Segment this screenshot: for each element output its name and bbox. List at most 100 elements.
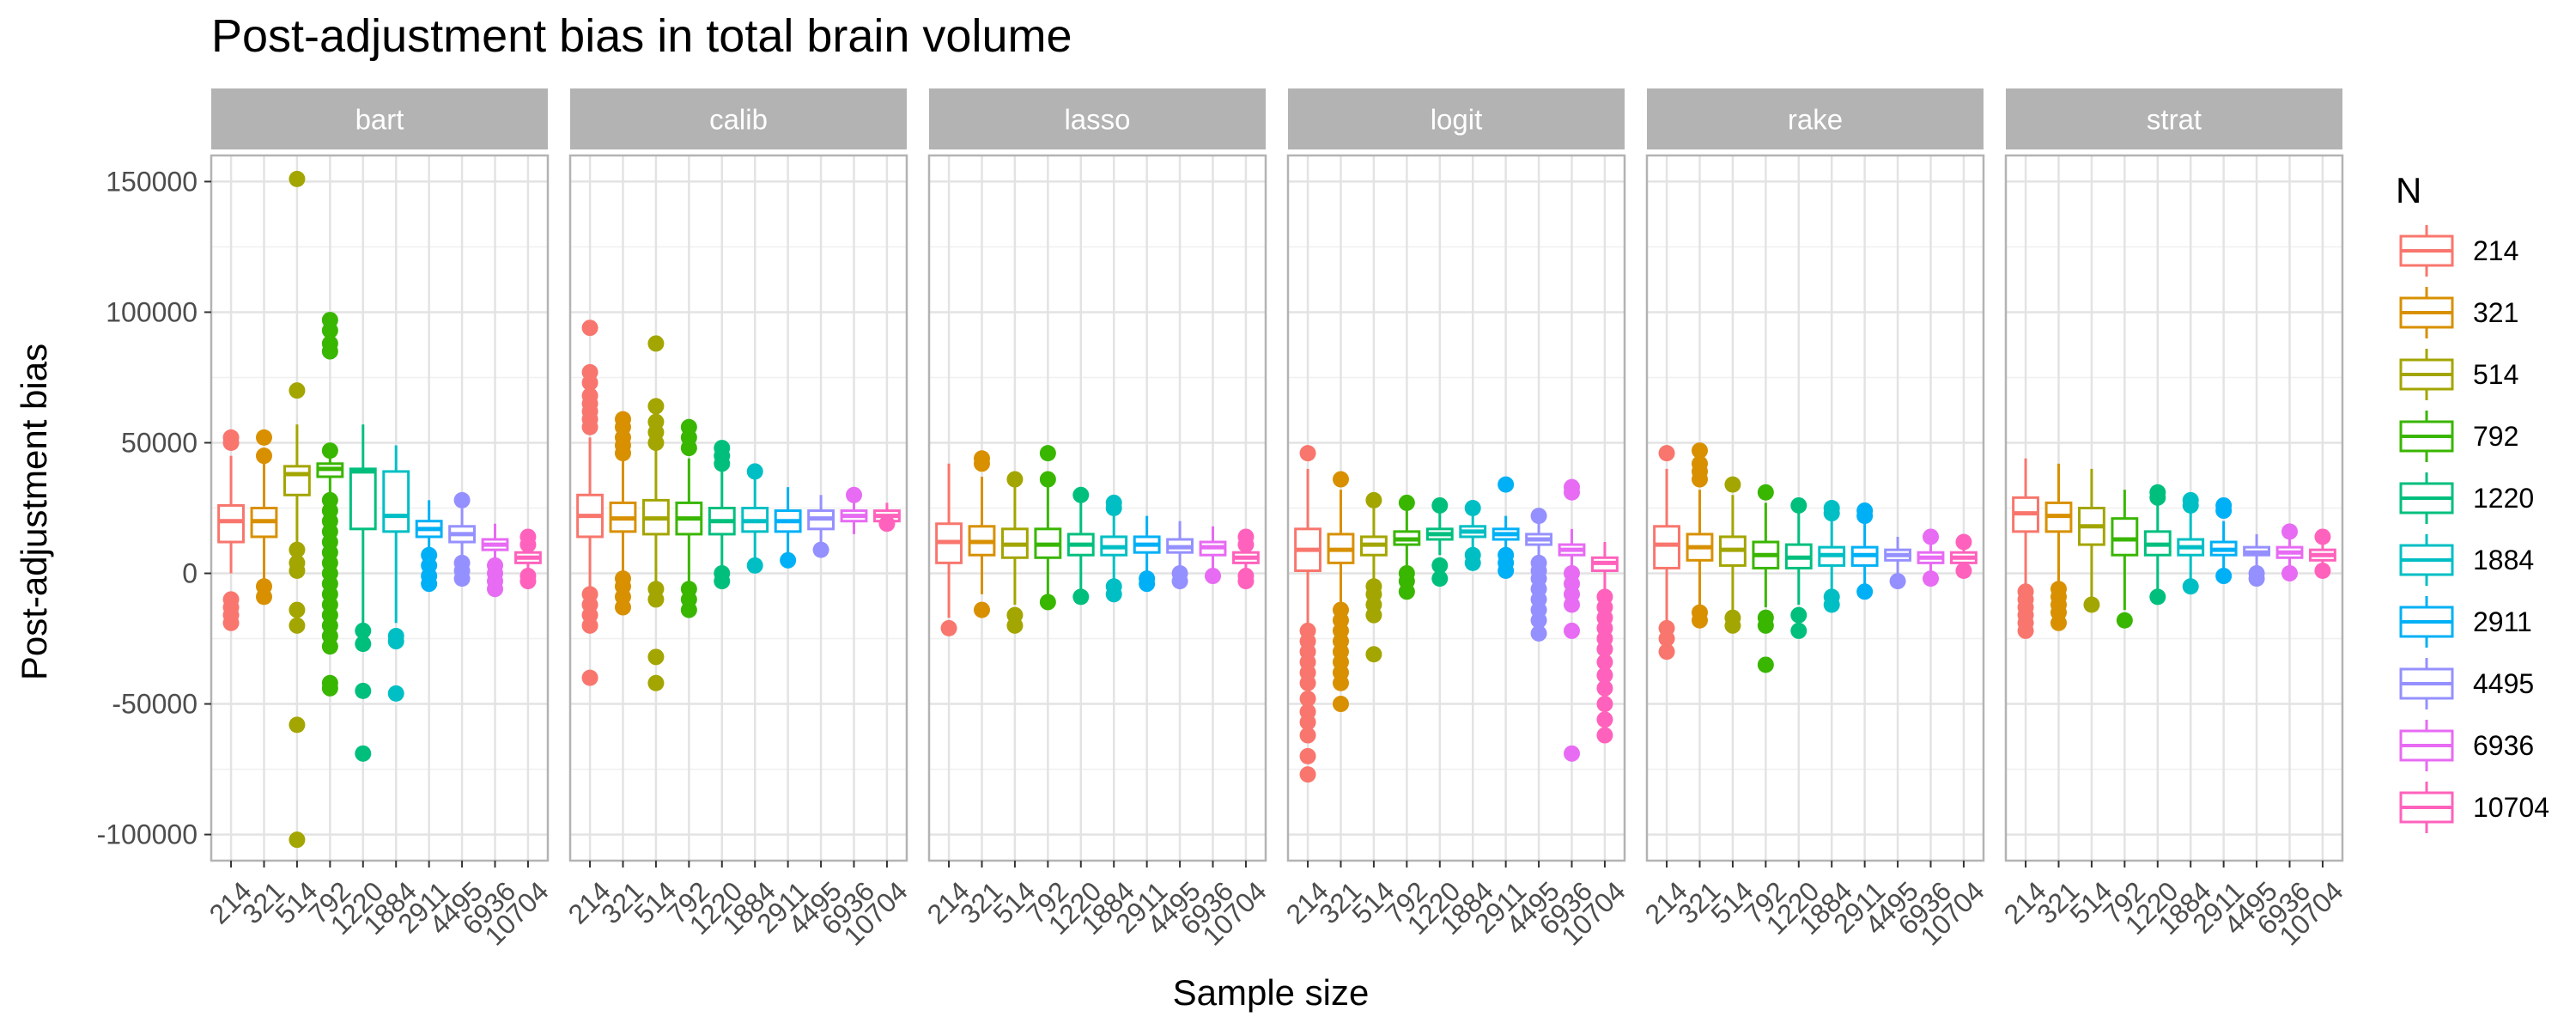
outlier-point [1923,570,1940,588]
box-rake-514 [1719,476,1747,634]
box-lasso-321 [968,450,996,618]
box-strat-321 [2044,463,2073,631]
outlier-point [714,455,731,472]
facet-strip [1647,88,1984,149]
legend-key-4495: 4495 [2399,658,2534,709]
box-logit-6936 [1558,478,1586,762]
box-lasso-4495 [1166,521,1194,590]
box-body [2111,517,2139,557]
outlier-point [2149,588,2166,606]
outlier-point [1105,500,1122,516]
facet-strip-label: calib [709,104,768,136]
outlier-point [1498,562,1515,579]
outlier-point [1724,476,1741,493]
outlier-point [1431,557,1449,574]
facet-panel-rake: rake 214321514792122018842911449569361070… [1639,88,1990,952]
box-rake-6936 [1917,528,1945,588]
legend-label: 10704 [2473,792,2549,823]
box-calib-6936 [840,486,868,534]
outlier-point [1365,646,1382,663]
outlier-point [1139,575,1156,593]
outlier-point [1299,714,1316,731]
outlier-point [647,648,665,666]
outlier-point [1596,679,1613,697]
box-lasso-1884 [1100,494,1128,603]
box-logit-514 [1360,491,1388,663]
outlier-point [1955,562,1972,579]
facet-strip-label: rake [1788,104,1843,136]
outlier-point [255,588,272,606]
legend-key-514: 514 [2399,349,2518,400]
outlier-point [1691,442,1708,460]
outlier-point [387,633,404,650]
box-rake-1220 [1784,496,1813,639]
outlier-point [812,541,829,558]
box-body [283,465,311,496]
outlier-point [2281,565,2299,582]
outlier-point [1596,654,1613,671]
facet-panel-bart: bart 214321514792122018842911449569361070… [204,88,555,952]
outlier-point [255,429,272,446]
box-calib-1884 [741,463,769,574]
box-lasso-1220 [1066,486,1095,606]
outlier-point [1299,747,1316,764]
box-strat-792 [2111,490,2139,629]
outlier-point [2149,489,2166,506]
outlier-point [1498,476,1515,493]
box-body [382,470,410,533]
outlier-point [487,581,504,598]
legend-key-792: 792 [2399,411,2518,462]
outlier-point [647,674,665,691]
box-logit-1220 [1425,496,1454,588]
panel-border [568,154,908,862]
facet-strip [570,88,907,149]
outlier-point [2248,570,2265,588]
outlier-point [321,343,338,360]
outlier-point [581,617,598,634]
outlier-point [321,638,338,655]
box-strat-514 [2078,468,2105,613]
outlier-point [1564,622,1581,639]
outlier-point [355,745,372,762]
outlier-point [581,669,598,686]
outlier-point [1955,533,1972,551]
legend-label: 6936 [2473,730,2534,761]
box-strat-214 [2012,458,2039,639]
box-rake-4495 [1884,536,1911,590]
legend-label: 1884 [2473,545,2534,575]
outlier-point [1464,500,1481,516]
legend-label: 214 [2473,235,2518,266]
outlier-point [355,622,372,639]
outlier-point [1039,445,1056,462]
box-logit-10704 [1591,542,1619,744]
y-tick-label: -100000 [97,819,197,850]
legend-key-1884: 1884 [2399,534,2534,586]
box-strat-2911 [2209,496,2238,585]
outlier-point [519,536,537,553]
outlier-point [680,601,697,618]
box-lasso-514 [1001,471,1029,634]
outlier-point [289,554,306,571]
legend-key-1220: 1220 [2399,472,2534,524]
box-bart-4495 [448,491,476,588]
outlier-point [1823,505,1840,522]
panel-border [210,154,550,862]
outlier-point [1299,766,1316,783]
facet-panel-lasso: lasso 21432151479212201884291144956936107… [921,88,1273,952]
outlier-point [289,716,306,734]
box-lasso-10704 [1232,528,1260,590]
panel-border [927,154,1267,862]
outlier-point [647,434,665,451]
outlier-point [1889,573,1906,590]
outlier-point [1299,690,1316,707]
facet-strip [211,88,548,149]
facet-strip-label: strat [2147,104,2202,136]
outlier-point [973,455,990,472]
box-rake-321 [1686,442,1714,629]
box-calib-214 [576,320,604,686]
